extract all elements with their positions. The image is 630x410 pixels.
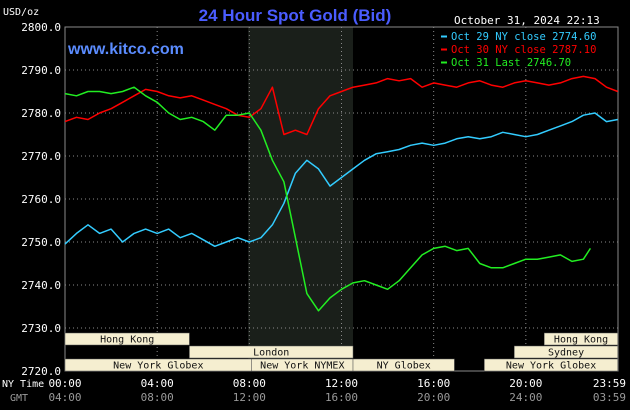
session-bar: London [189, 345, 354, 359]
legend-entry: Oct 31 Last 2746.70 [441, 57, 571, 69]
website-label: www.kitco.com [67, 41, 184, 58]
session-label: New York NYMEX [260, 361, 344, 372]
y-axis-label: USD/oz [3, 7, 39, 18]
x-tick-label: 16:00 [417, 377, 450, 390]
y-tick-label: 2750.0 [21, 236, 61, 249]
session-bar-rect [544, 332, 619, 346]
grid-lines [64, 26, 619, 372]
x-tick-label: 00:00 [48, 377, 81, 390]
y-tick-label: 2800.0 [21, 21, 61, 34]
gmt-tick-label: 24:00 [509, 391, 542, 404]
y-tick-labels: 2720.0 2730.0 2740.0 2750.0 2760.0 2770.0 2780… [21, 21, 61, 378]
x-tick-label: 20:00 [509, 377, 542, 390]
chart-timestamp: October 31, 2024 22:13 [454, 14, 600, 27]
y-tick-label: 2760.0 [21, 193, 61, 206]
session-bar-rect [352, 358, 455, 372]
session-label: Sydney [548, 348, 584, 359]
legend-background [438, 30, 617, 67]
session-bar: Sydney [514, 345, 619, 359]
session-label: New York Globex [113, 361, 203, 372]
y-tick-label: 2730.0 [21, 322, 61, 335]
x-tick-label: 04:00 [141, 377, 174, 390]
legend-entry: Oct 30 NY close 2787.10 [441, 44, 596, 56]
series-line [64, 86, 592, 312]
session-label: Hong Kong [554, 335, 608, 346]
session-label: London [253, 348, 289, 359]
market-sessions: Hong Kong London New York Globex New York N… [64, 332, 619, 372]
series-line [64, 75, 619, 136]
y-tick-label: 2720.0 [21, 365, 61, 378]
series-line [64, 112, 618, 248]
y-tick-label: 2770.0 [21, 150, 61, 163]
session-label: New York Globex [506, 361, 596, 372]
session-bar: Hong Kong [544, 332, 619, 346]
session-bar: New York NYMEX [251, 358, 354, 372]
price-series [64, 75, 619, 312]
gmt-tick-label: 20:00 [417, 391, 450, 404]
legend-label: Oct 29 NY close 2774.60 [451, 31, 596, 43]
gmt-tick-label: 12:00 [233, 391, 266, 404]
gmt-tick-label: 16:00 [325, 391, 358, 404]
session-bar: New York Globex [484, 358, 619, 372]
session-bar-rect [189, 345, 354, 359]
session-bar-rect [514, 345, 619, 359]
session-bar: New York Globex [64, 358, 252, 372]
gmt-tick-label: 08:00 [141, 391, 174, 404]
y-tick-label: 2740.0 [21, 279, 61, 292]
session-bar-rect [484, 358, 619, 372]
gmt-tick-label: 04:00 [48, 391, 81, 404]
session-bar: NY Globex [352, 358, 455, 372]
x-tick-labels: 00:0004:0004:0008:0008:0012:0012:0016:00… [48, 377, 626, 404]
session-label: Hong Kong [100, 335, 154, 346]
chart-title: 24 Hour Spot Gold (Bid) [199, 6, 392, 25]
legend-entry: Oct 29 NY close 2774.60 [441, 31, 596, 43]
x-tick-label: 08:00 [233, 377, 266, 390]
session-bar: Hong Kong [64, 332, 190, 346]
x-tick-label: 23:59 [593, 377, 626, 390]
gmt-tick-label: 03:59 [593, 391, 626, 404]
y-tick-label: 2790.0 [21, 64, 61, 77]
y-tick-label: 2780.0 [21, 107, 61, 120]
session-bar-rect [64, 332, 190, 346]
legend-label: Oct 31 Last 2746.70 [451, 57, 571, 69]
x-tick-label: 12:00 [325, 377, 358, 390]
session-label: NY Globex [377, 361, 431, 372]
x-row-label-ny: NY Time [2, 379, 44, 390]
legend-label: Oct 30 NY close 2787.10 [451, 44, 596, 56]
x-row-label-gmt: GMT [10, 393, 28, 404]
